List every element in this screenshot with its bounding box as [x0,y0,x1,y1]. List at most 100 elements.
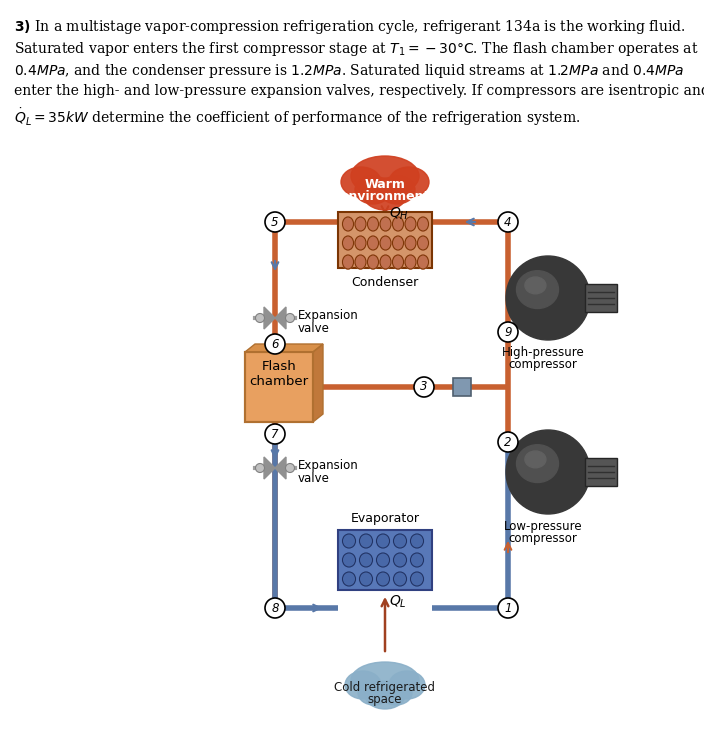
Text: 1: 1 [504,601,512,614]
Text: Evaporator: Evaporator [351,512,420,525]
FancyBboxPatch shape [338,530,432,590]
Text: $\mathbf{3)}$ In a multistage vapor-compression refrigeration cycle, refrigerant: $\mathbf{3)}$ In a multistage vapor-comp… [14,18,686,36]
Ellipse shape [341,167,381,197]
Ellipse shape [358,681,390,705]
Ellipse shape [367,255,379,269]
Text: space: space [367,694,402,707]
Ellipse shape [379,176,415,204]
Circle shape [506,430,590,514]
Text: valve: valve [298,322,330,335]
Text: 3: 3 [420,380,428,393]
Circle shape [498,432,518,452]
Text: Warm: Warm [365,178,406,191]
Text: 6: 6 [271,338,279,351]
Polygon shape [264,457,275,479]
Ellipse shape [380,217,391,231]
Ellipse shape [355,255,366,269]
Circle shape [265,212,285,232]
Ellipse shape [343,236,353,250]
Text: $0.4MPa$, and the condenser pressure is $1.2MPa$. Saturated liquid streams at $1: $0.4MPa$, and the condenser pressure is … [14,62,684,80]
Text: $Q_H$: $Q_H$ [389,206,409,222]
Ellipse shape [410,534,424,548]
Ellipse shape [377,572,389,586]
Circle shape [286,313,294,322]
Polygon shape [275,307,286,329]
Text: chamber: chamber [249,375,308,388]
Polygon shape [313,344,323,422]
Ellipse shape [389,167,429,197]
Ellipse shape [405,255,416,269]
Ellipse shape [389,671,425,699]
Ellipse shape [380,236,391,250]
Ellipse shape [380,681,412,705]
Ellipse shape [410,572,424,586]
Ellipse shape [355,176,391,204]
Ellipse shape [355,217,366,231]
Circle shape [256,313,265,322]
Text: 5: 5 [271,216,279,228]
Text: 2: 2 [504,435,512,448]
FancyBboxPatch shape [338,212,432,268]
Ellipse shape [363,178,407,210]
Ellipse shape [360,553,372,567]
Text: Flash: Flash [262,360,296,373]
Text: Condenser: Condenser [351,276,419,289]
Text: High-pressure: High-pressure [502,346,584,359]
Ellipse shape [525,277,546,294]
Ellipse shape [417,255,429,269]
Text: compressor: compressor [508,532,577,545]
Ellipse shape [393,255,403,269]
Ellipse shape [393,217,403,231]
Text: Cold refrigerated: Cold refrigerated [334,681,436,694]
FancyBboxPatch shape [585,284,617,312]
Circle shape [498,322,518,342]
Circle shape [498,212,518,232]
Ellipse shape [360,572,372,586]
Ellipse shape [517,271,558,308]
Ellipse shape [351,662,419,698]
Circle shape [265,424,285,444]
Text: enter the high- and low-pressure expansion valves, respectively. If compressors : enter the high- and low-pressure expansi… [14,84,704,98]
FancyBboxPatch shape [453,378,471,396]
Ellipse shape [380,255,391,269]
Text: 8: 8 [271,601,279,614]
Ellipse shape [525,451,546,468]
Circle shape [414,377,434,397]
Ellipse shape [377,553,389,567]
Ellipse shape [360,534,372,548]
Ellipse shape [377,534,389,548]
Ellipse shape [394,534,406,548]
Text: valve: valve [298,472,330,485]
Text: $\dot{Q}_L = 35kW$ determine the coefficient of performance of the refrigeration: $\dot{Q}_L = 35kW$ determine the coeffic… [14,106,580,128]
Ellipse shape [343,534,356,548]
Circle shape [506,256,590,340]
Ellipse shape [417,217,429,231]
Ellipse shape [367,236,379,250]
Ellipse shape [394,572,406,586]
Ellipse shape [405,236,416,250]
Text: Saturated vapor enters the first compressor stage at $T_1 = -30\mathrm{°C}$. The: Saturated vapor enters the first compres… [14,40,698,58]
Text: Expansion: Expansion [298,459,359,472]
Polygon shape [245,344,323,352]
Ellipse shape [410,553,424,567]
Text: 7: 7 [271,427,279,440]
Ellipse shape [393,236,403,250]
FancyBboxPatch shape [245,352,313,422]
Circle shape [256,463,265,473]
Ellipse shape [365,681,405,709]
Text: 9: 9 [504,325,512,338]
Text: Expansion: Expansion [298,309,359,322]
Ellipse shape [351,156,419,196]
Ellipse shape [343,553,356,567]
Circle shape [265,598,285,618]
Ellipse shape [394,553,406,567]
Ellipse shape [355,236,366,250]
Text: $Q_L$: $Q_L$ [389,594,407,611]
Polygon shape [275,457,286,479]
Text: Low-pressure: Low-pressure [503,520,582,533]
Text: compressor: compressor [508,358,577,371]
Circle shape [498,598,518,618]
Ellipse shape [343,217,353,231]
Text: 4: 4 [504,216,512,228]
Circle shape [286,463,294,473]
